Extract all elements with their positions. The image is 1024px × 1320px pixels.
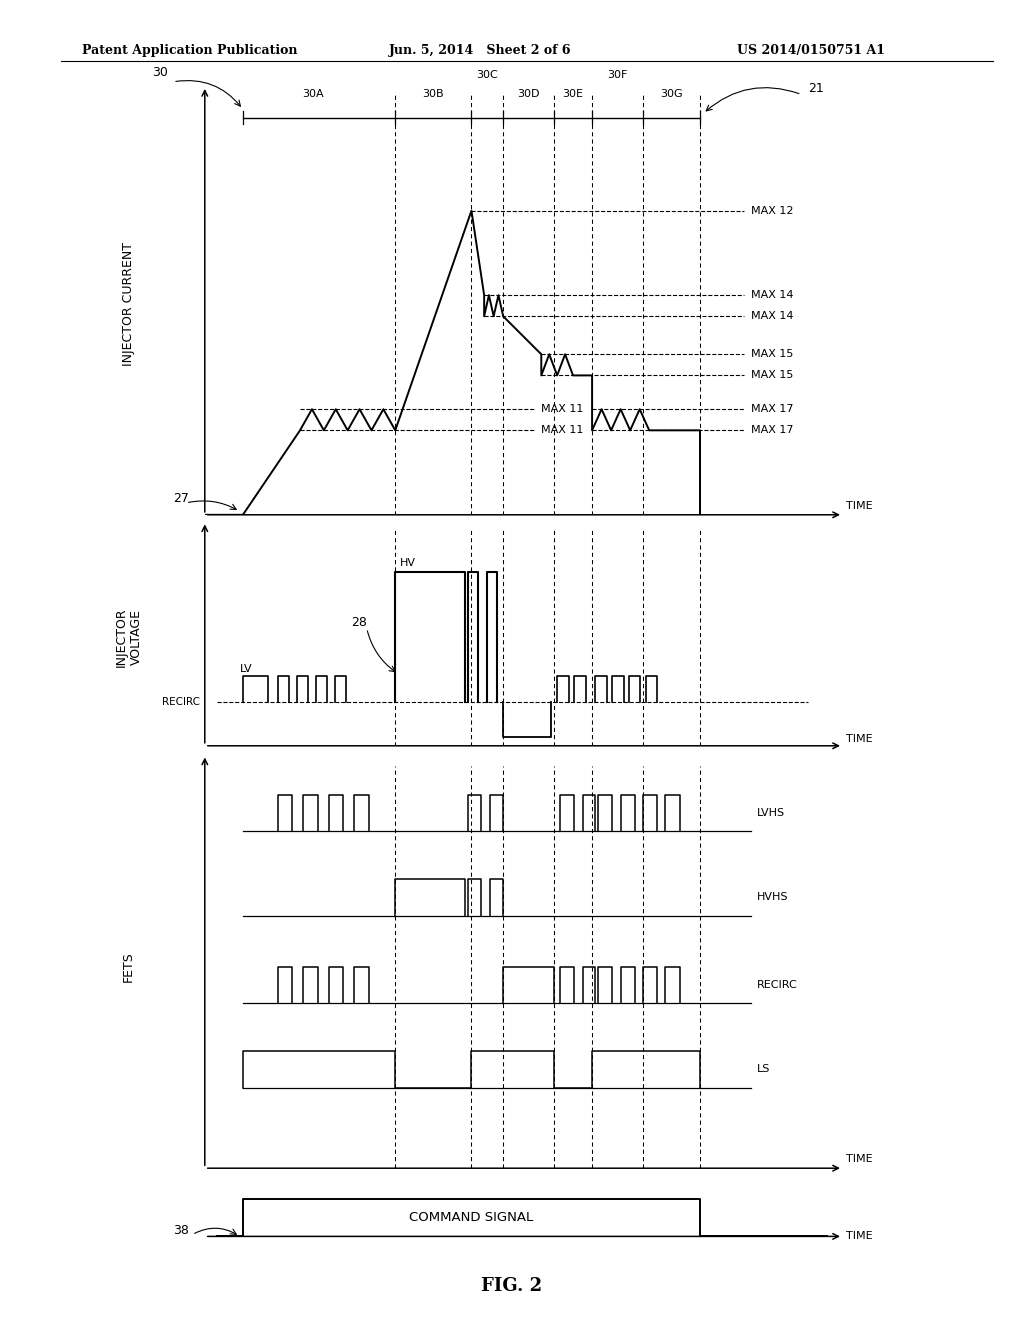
Text: 30D: 30D: [517, 88, 540, 99]
Text: US 2014/0150751 A1: US 2014/0150751 A1: [737, 44, 886, 57]
Text: 27: 27: [173, 492, 189, 506]
Text: 30C: 30C: [476, 70, 499, 79]
Text: TIME: TIME: [846, 1154, 872, 1164]
Text: TIME: TIME: [846, 734, 872, 743]
Text: 30F: 30F: [607, 70, 628, 79]
Text: 21: 21: [808, 82, 823, 95]
Text: MAX 12: MAX 12: [751, 206, 794, 215]
Text: INJECTOR
VOLTAGE: INJECTOR VOLTAGE: [115, 607, 142, 667]
Text: MAX 17: MAX 17: [751, 404, 794, 414]
Text: MAX 14: MAX 14: [751, 312, 794, 321]
Text: FIG. 2: FIG. 2: [481, 1276, 543, 1295]
Text: 30E: 30E: [562, 88, 584, 99]
Text: RECIRC: RECIRC: [757, 981, 798, 990]
Text: LVHS: LVHS: [757, 808, 785, 818]
Text: MAX 11: MAX 11: [542, 404, 584, 414]
Text: Patent Application Publication: Patent Application Publication: [82, 44, 297, 57]
Text: 30: 30: [153, 66, 168, 78]
Text: TIME: TIME: [846, 1232, 872, 1241]
Text: INJECTOR CURRENT: INJECTOR CURRENT: [122, 242, 135, 366]
Text: MAX 15: MAX 15: [751, 350, 794, 359]
Text: 30A: 30A: [302, 88, 324, 99]
Text: 38: 38: [173, 1224, 189, 1237]
Text: COMMAND SIGNAL: COMMAND SIGNAL: [410, 1212, 534, 1224]
Text: TIME: TIME: [846, 500, 872, 511]
Text: 30B: 30B: [423, 88, 444, 99]
Text: MAX 17: MAX 17: [751, 425, 794, 436]
Text: FETS: FETS: [122, 952, 135, 982]
Text: HVHS: HVHS: [757, 892, 788, 903]
Text: LV: LV: [240, 664, 252, 675]
Text: MAX 15: MAX 15: [751, 371, 794, 380]
Text: RECIRC: RECIRC: [162, 697, 200, 708]
Text: 30G: 30G: [660, 88, 683, 99]
Text: HV: HV: [400, 558, 417, 569]
Text: 28: 28: [351, 616, 367, 630]
Text: MAX 11: MAX 11: [542, 425, 584, 436]
Text: LS: LS: [757, 1064, 770, 1074]
Text: Jun. 5, 2014   Sheet 2 of 6: Jun. 5, 2014 Sheet 2 of 6: [389, 44, 571, 57]
Text: MAX 14: MAX 14: [751, 290, 794, 300]
